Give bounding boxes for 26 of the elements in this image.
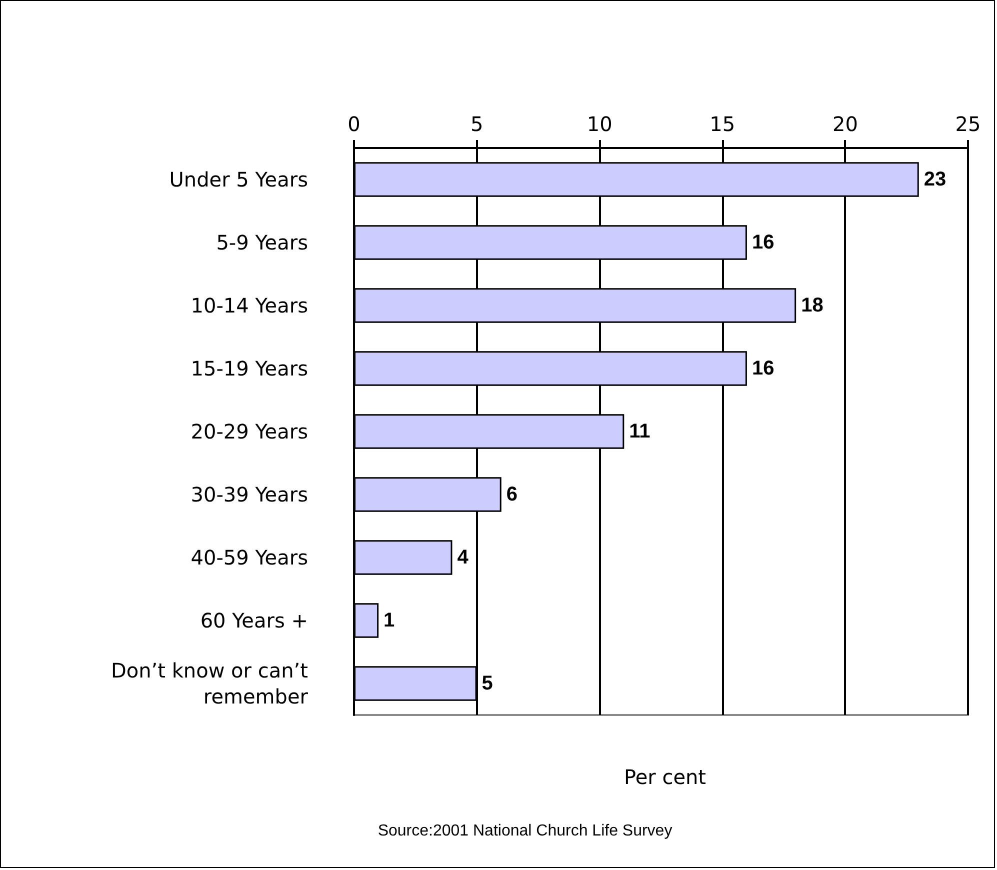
data-label: 11 [629, 420, 650, 442]
data-label: 16 [752, 358, 774, 380]
x-axis-title: Per cent [624, 765, 706, 789]
data-label: 18 [801, 294, 824, 316]
data-label: 5 [482, 672, 493, 694]
y-tick-label: Under 5 Years [169, 168, 308, 192]
x-tick-label: 20 [832, 112, 858, 136]
y-tick-label: Don’t know or can’t remember [110, 658, 309, 708]
data-label: 6 [506, 484, 518, 506]
source-note: Source:2001 National Church Life Survey [378, 822, 672, 840]
data-label: 16 [752, 232, 774, 254]
x-tick-label: 0 [348, 112, 360, 136]
data-label: 23 [924, 168, 946, 190]
data-label: 4 [457, 546, 470, 568]
y-tick-label: 5-9 Years [216, 230, 308, 254]
x-tick-label: 10 [586, 112, 612, 136]
y-tick-label: 20-29 Years [190, 420, 308, 444]
y-tick-label: 30-39 Years [190, 482, 308, 506]
data-label: 1 [384, 610, 395, 632]
x-tick-label: 5 [470, 112, 484, 136]
x-tick-label: 15 [710, 112, 736, 136]
x-tick-label: 25 [955, 112, 981, 136]
y-tick-label: 10-14 Years [190, 294, 308, 318]
y-tick-label: 60 Years + [200, 608, 308, 632]
y-tick-label: 15-19 Years [190, 356, 308, 380]
y-tick-label: 40-59 Years [190, 546, 308, 570]
